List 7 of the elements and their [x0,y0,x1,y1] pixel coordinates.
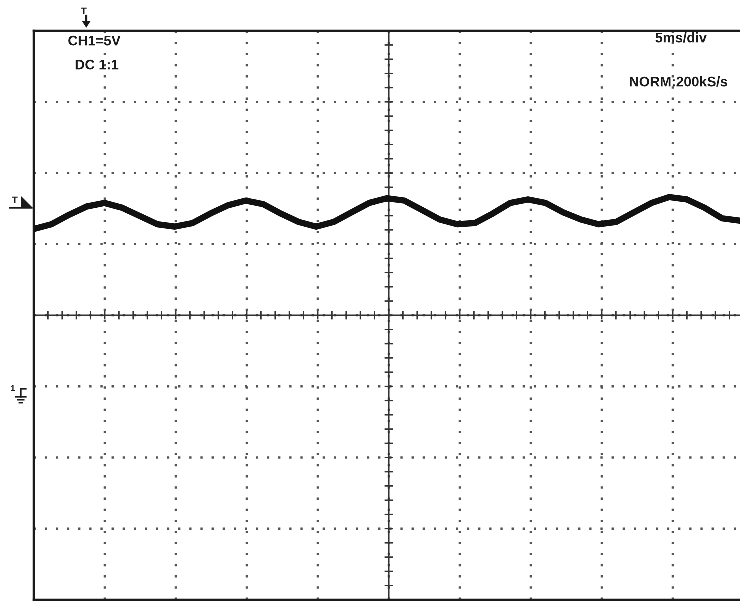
text: 5ms/div [656,32,707,43]
text: NORM:200kS/s [630,76,728,87]
text: CH1=5V [68,36,121,46]
text: DC 1:1 [76,60,119,70]
text: T [81,8,87,15]
text: T [12,196,18,204]
text: 1 [11,385,16,392]
